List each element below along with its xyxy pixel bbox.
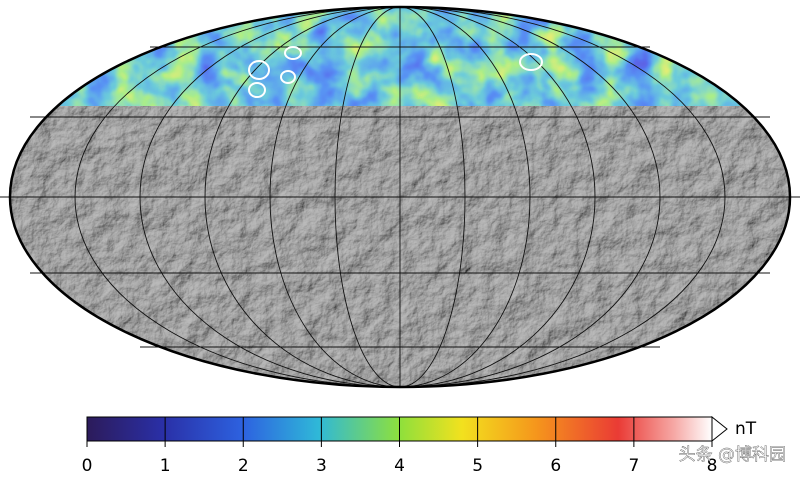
colorbar-tick-label: 3 (316, 456, 327, 476)
colorbar-tick-label: 5 (472, 456, 483, 476)
colorbar-tick-label: 1 (160, 456, 171, 476)
colorbar: nT 0 1 2 3 4 5 6 7 8 (82, 415, 757, 476)
watermark: 头条 @博科园 (679, 445, 786, 465)
highlight-circles (248, 46, 543, 98)
colorbar-tick-label: 7 (628, 456, 639, 476)
colorbar-tick-label: 8 (707, 456, 718, 476)
colorbar-tick-label: 0 (82, 456, 93, 476)
colorbar-unit: nT (735, 419, 757, 439)
colorbar-tick-label: 4 (394, 456, 405, 476)
colorbar-tick-label: 2 (238, 456, 249, 476)
colorbar-tick-label: 6 (550, 456, 561, 476)
globe-outline (8, 5, 792, 389)
colorbar-arrow (711, 415, 728, 443)
